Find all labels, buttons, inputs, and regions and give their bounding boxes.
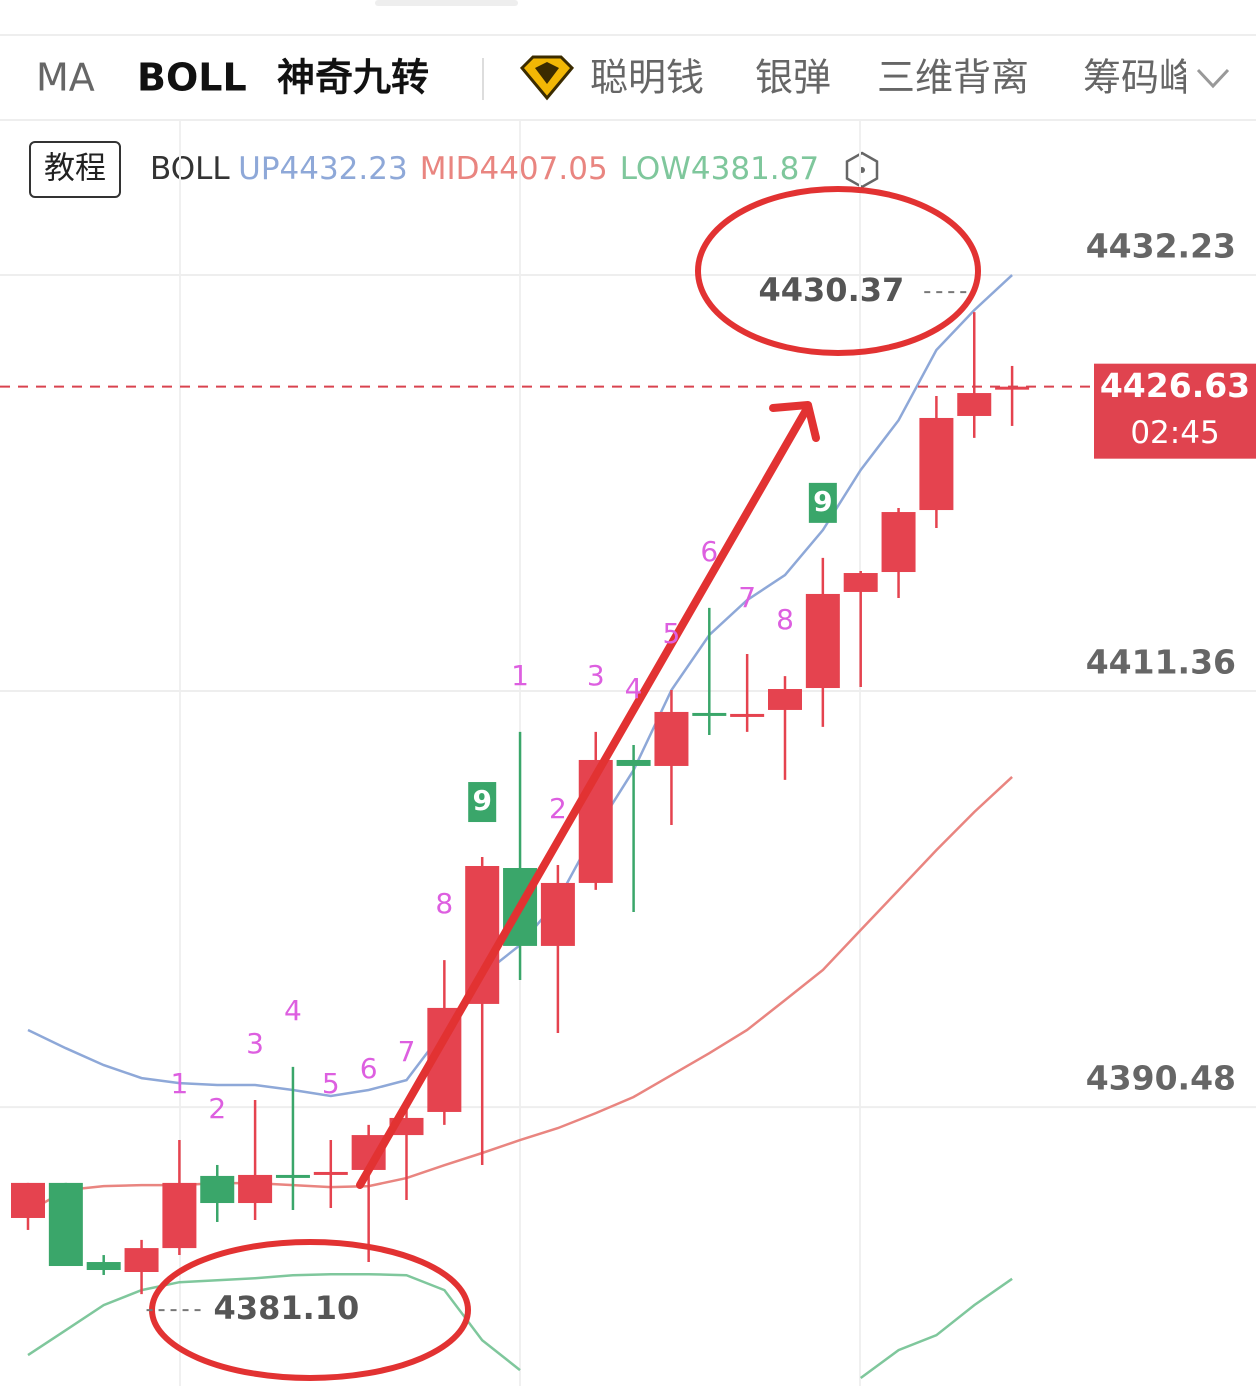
legend-name: UP bbox=[238, 151, 279, 187]
td-count: 9 bbox=[813, 485, 832, 518]
high-marker: 4430.37 bbox=[759, 271, 905, 309]
legend-value: 4432.23 bbox=[280, 151, 408, 187]
top-handle bbox=[375, 0, 518, 6]
candle-body bbox=[162, 1182, 197, 1249]
low-marker: 4381.10 bbox=[214, 1289, 360, 1327]
price-tag bbox=[1094, 363, 1256, 459]
candle-body bbox=[275, 1174, 310, 1178]
legend-value: 4407.05 bbox=[479, 151, 607, 187]
candle-body bbox=[692, 712, 727, 716]
candle-body bbox=[919, 417, 954, 511]
candle-body bbox=[730, 713, 765, 717]
td-count: 9 bbox=[472, 784, 491, 817]
candle-body bbox=[540, 882, 575, 946]
band-line bbox=[27, 1272, 1013, 1380]
td-count: 1 bbox=[170, 1067, 188, 1100]
td-box bbox=[808, 482, 837, 523]
settings-icon[interactable] bbox=[845, 151, 879, 189]
countdown: 02:45 bbox=[1130, 415, 1219, 451]
tutorial-label: 教程 bbox=[44, 151, 106, 187]
candle-body bbox=[465, 866, 500, 1004]
candle-body bbox=[957, 393, 992, 416]
candle-body bbox=[200, 1175, 235, 1204]
legend-value: 4381.87 bbox=[691, 151, 819, 187]
current-price: 4426.63 bbox=[1100, 366, 1250, 405]
td-count: 6 bbox=[700, 535, 718, 568]
indicator-name: BOLL bbox=[150, 151, 230, 187]
tab[interactable]: 三维背离 bbox=[877, 56, 1029, 100]
hand-arrow bbox=[356, 408, 809, 1189]
candle-body bbox=[124, 1248, 159, 1272]
candle-body bbox=[995, 386, 1030, 390]
td-count: 8 bbox=[435, 887, 453, 920]
legend: BOLL UP4432.23 MID4407.05 LOW4381.87 bbox=[150, 151, 819, 187]
td-count: 3 bbox=[246, 1027, 264, 1060]
expand-chevron[interactable] bbox=[1196, 68, 1230, 89]
td-count: 3 bbox=[587, 659, 605, 692]
y-tick-label: 4411.36 bbox=[1086, 643, 1236, 682]
candle-body bbox=[313, 1171, 348, 1175]
plot-area bbox=[0, 121, 1256, 1386]
candle-body bbox=[654, 711, 689, 766]
td-count: 8 bbox=[776, 603, 794, 636]
y-tick-label: 4432.23 bbox=[1086, 227, 1236, 266]
tab[interactable]: 银弹 bbox=[755, 56, 831, 100]
td-count: 4 bbox=[284, 994, 302, 1027]
td-count: 2 bbox=[208, 1092, 226, 1125]
candle-body bbox=[616, 759, 651, 766]
tab[interactable]: MA bbox=[36, 56, 95, 100]
td-count: 5 bbox=[663, 617, 681, 650]
candle-body bbox=[238, 1174, 273, 1204]
td-count: 2 bbox=[549, 792, 567, 825]
tutorial-button[interactable]: 教程 bbox=[29, 141, 121, 198]
candle-body bbox=[805, 593, 840, 689]
candle-body bbox=[11, 1182, 45, 1218]
y-tick-label: 4390.48 bbox=[1086, 1059, 1236, 1098]
td-count: 5 bbox=[322, 1067, 340, 1100]
tab[interactable]: 筹码峰 bbox=[1083, 56, 1197, 100]
legend-name: MID bbox=[420, 151, 480, 187]
legend-name: LOW bbox=[620, 151, 691, 187]
tab[interactable]: 聪明钱 bbox=[590, 56, 704, 100]
tab-bar: MA BOLL 神奇九转 聪明钱 银弹 三维背离 筹码峰 bbox=[36, 56, 1197, 100]
td-count: 7 bbox=[398, 1035, 416, 1068]
candle-body bbox=[768, 689, 802, 710]
td-count: 7 bbox=[738, 581, 756, 614]
tab[interactable]: BOLL bbox=[137, 56, 247, 100]
hand-circle bbox=[695, 186, 981, 356]
candle-body bbox=[86, 1262, 121, 1271]
candle-body bbox=[881, 512, 916, 573]
td-box bbox=[468, 782, 497, 823]
candle-body bbox=[48, 1182, 83, 1267]
td-count: 4 bbox=[625, 672, 643, 705]
candle-body bbox=[843, 573, 878, 592]
td-count: 6 bbox=[360, 1052, 378, 1085]
hand-arrow-head bbox=[769, 401, 820, 442]
tab[interactable]: 神奇九转 bbox=[277, 56, 429, 100]
td-count: 1 bbox=[511, 659, 529, 692]
gold-icon bbox=[519, 55, 575, 101]
